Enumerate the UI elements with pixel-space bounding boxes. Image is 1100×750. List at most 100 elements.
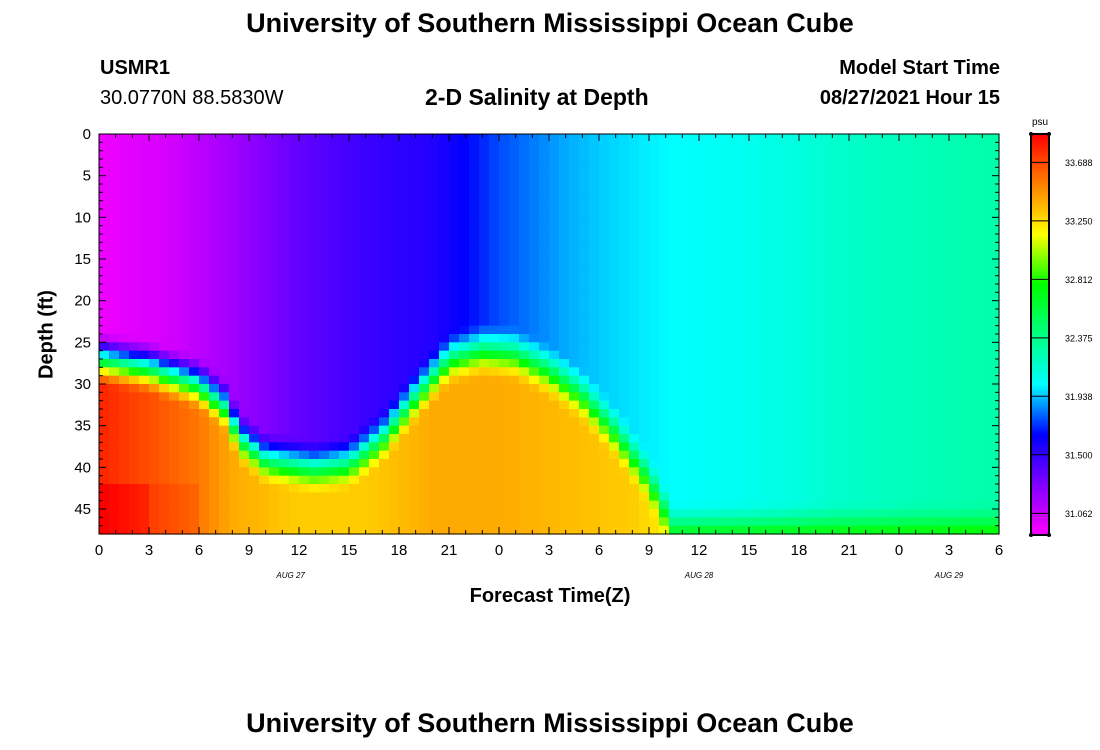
heatmap-cell: [279, 275, 290, 285]
heatmap-cell: [379, 500, 390, 510]
heatmap-cell: [299, 167, 310, 177]
heatmap-cell: [519, 442, 530, 452]
heatmap-cell: [569, 150, 580, 160]
heatmap-cell: [169, 275, 180, 285]
heatmap-cell: [779, 134, 790, 143]
heatmap-cell: [779, 225, 790, 235]
heatmap-cell: [439, 284, 450, 293]
heatmap-cell: [479, 492, 490, 502]
heatmap-cell: [969, 234, 980, 243]
heatmap-cell: [749, 400, 760, 410]
heatmap-cell: [129, 350, 140, 360]
heatmap-cell: [669, 284, 680, 293]
heatmap-cell: [879, 259, 890, 268]
heatmap-cell: [159, 467, 170, 477]
heatmap-cell: [99, 250, 110, 260]
heatmap-cell: [569, 242, 580, 252]
heatmap-cell: [909, 375, 920, 385]
heatmap-cell: [549, 442, 560, 452]
heatmap-cell: [799, 309, 810, 318]
heatmap-cell: [579, 200, 590, 210]
heatmap-cell: [219, 142, 230, 152]
heatmap-cell: [599, 500, 610, 510]
heatmap-cell: [489, 450, 500, 460]
heatmap-cell: [679, 209, 690, 218]
heatmap-cell: [519, 475, 530, 485]
heatmap-cell: [709, 300, 720, 310]
heatmap-cell: [969, 417, 980, 427]
heatmap-cell: [149, 234, 160, 243]
heatmap-cell: [769, 409, 780, 418]
heatmap-cell: [429, 492, 440, 502]
heatmap-cell: [609, 250, 620, 260]
heatmap-cell: [149, 309, 160, 318]
heatmap-cell: [939, 259, 950, 268]
heatmap-cell: [799, 459, 810, 468]
heatmap-cell: [249, 200, 260, 210]
heatmap-cell: [659, 159, 670, 168]
heatmap-cell: [599, 367, 610, 377]
heatmap-cell: [979, 450, 990, 460]
heatmap-cell: [379, 417, 390, 427]
heatmap-cell: [199, 300, 210, 310]
heatmap-cell: [959, 359, 970, 368]
heatmap-cell: [659, 450, 670, 460]
heatmap-cell: [489, 350, 500, 360]
heatmap-cell: [919, 334, 930, 343]
heatmap-cell: [189, 434, 200, 443]
heatmap-cell: [389, 334, 400, 343]
heatmap-cell: [809, 192, 820, 202]
heatmap-cell: [459, 275, 470, 285]
heatmap-cell: [789, 209, 800, 218]
heatmap-cell: [169, 400, 180, 410]
heatmap-cell: [499, 275, 510, 285]
heatmap-cell: [949, 159, 960, 168]
heatmap-cell: [809, 317, 820, 327]
heatmap-cell: [419, 525, 430, 535]
heatmap-cell: [169, 159, 180, 168]
heatmap-cell: [879, 400, 890, 410]
heatmap-cell: [759, 234, 770, 243]
heatmap-cell: [159, 225, 170, 235]
heatmap-cell: [109, 325, 120, 335]
heatmap-cell: [449, 142, 460, 152]
heatmap-cell: [389, 409, 400, 418]
heatmap-cell: [339, 350, 350, 360]
heatmap-cell: [679, 159, 690, 168]
heatmap-cell: [779, 159, 790, 168]
heatmap-cell: [739, 475, 750, 485]
heatmap-cell: [359, 192, 370, 202]
heatmap-cell: [869, 167, 880, 177]
heatmap-cell: [719, 409, 730, 418]
heatmap-cell: [539, 359, 550, 368]
heatmap-cell: [989, 159, 1000, 168]
heatmap-cell: [949, 475, 960, 485]
heatmap-cell: [109, 167, 120, 177]
heatmap-cell: [869, 300, 880, 310]
heatmap-cell: [769, 292, 780, 302]
heatmap-cell: [179, 409, 190, 418]
heatmap-cell: [399, 417, 410, 427]
heatmap-cell: [779, 275, 790, 285]
heatmap-cell: [329, 500, 340, 510]
heatmap-cell: [539, 442, 550, 452]
heatmap-cell: [159, 509, 170, 518]
heatmap-cell: [779, 525, 790, 535]
heatmap-cell: [899, 300, 910, 310]
heatmap-cell: [419, 350, 430, 360]
heatmap-cell: [419, 500, 430, 510]
heatmap-cell: [629, 317, 640, 327]
heatmap-cell: [359, 509, 370, 518]
heatmap-cell: [559, 159, 570, 168]
heatmap-cell: [119, 234, 130, 243]
heatmap-cell: [689, 509, 700, 518]
heatmap-cell: [919, 225, 930, 235]
heatmap-cell: [589, 250, 600, 260]
heatmap-cell: [499, 375, 510, 385]
heatmap-cell: [669, 317, 680, 327]
heatmap-cell: [299, 442, 310, 452]
heatmap-cell: [209, 375, 220, 385]
heatmap-cell: [829, 409, 840, 418]
heatmap-cell: [359, 417, 370, 427]
heatmap-cell: [669, 275, 680, 285]
